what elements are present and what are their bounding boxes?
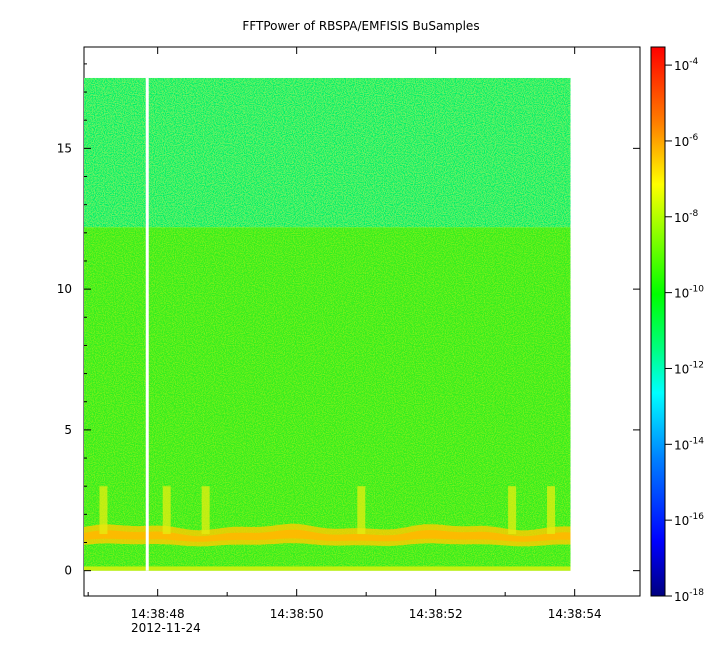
chart-title: FFTPower of RBSPA/EMFISIS BuSamples: [242, 19, 479, 33]
y-axis: 0 5 10 15: [57, 63, 640, 578]
colorbar-tick-label: 10-16: [674, 512, 704, 528]
burst-mark: [162, 486, 171, 535]
burst-mark: [99, 486, 108, 535]
colorbar-tick-label: 10-6: [674, 133, 699, 149]
band-power-halo: [84, 523, 571, 547]
y-tick-label: 5: [64, 423, 72, 437]
colorbar-axis: 10-4 10-6 10-8 10-10 10-12 10-14 10-16 10-18: [665, 57, 704, 604]
data-gap: [145, 77, 149, 571]
colorbar-gradient: [650, 46, 666, 597]
burst-mark: [201, 486, 210, 535]
x-tick-label: 14:38:48: [131, 607, 185, 621]
colorbar-tick-label: 10-10: [674, 285, 704, 301]
y-tick-label: 10: [57, 282, 72, 296]
burst-mark: [357, 486, 366, 535]
burst-mark: [508, 486, 517, 535]
band-lower: [84, 227, 571, 571]
x-tick-label: 14:38:50: [270, 607, 324, 621]
colorbar-tick-label: 10-18: [674, 588, 704, 604]
x-date-label: 2012-11-24: [131, 621, 201, 635]
colorbar-tick-label: 10-12: [674, 360, 704, 376]
colorbar-tick-label: 10-4: [674, 57, 699, 73]
x-tick-label: 14:38:54: [548, 607, 602, 621]
colorbar: 10-4 10-6 10-8 10-10 10-12 10-14 10-16 10-18: [650, 46, 704, 604]
x-axis: 14:38:48 14:38:50 14:38:52 14:38:54: [87, 47, 602, 621]
colorbar-tick-label: 10-14: [674, 436, 704, 452]
band-upper: [84, 77, 571, 228]
band-bottom-edge: [84, 566, 571, 571]
y-tick-label: 15: [57, 141, 72, 155]
burst-mark: [547, 486, 556, 535]
x-tick-label: 14:38:52: [409, 607, 463, 621]
colorbar-tick-label: 10-8: [674, 209, 699, 225]
y-tick-label: 0: [64, 564, 72, 578]
spectrogram-image: [84, 77, 571, 571]
burst-group: [99, 486, 556, 535]
